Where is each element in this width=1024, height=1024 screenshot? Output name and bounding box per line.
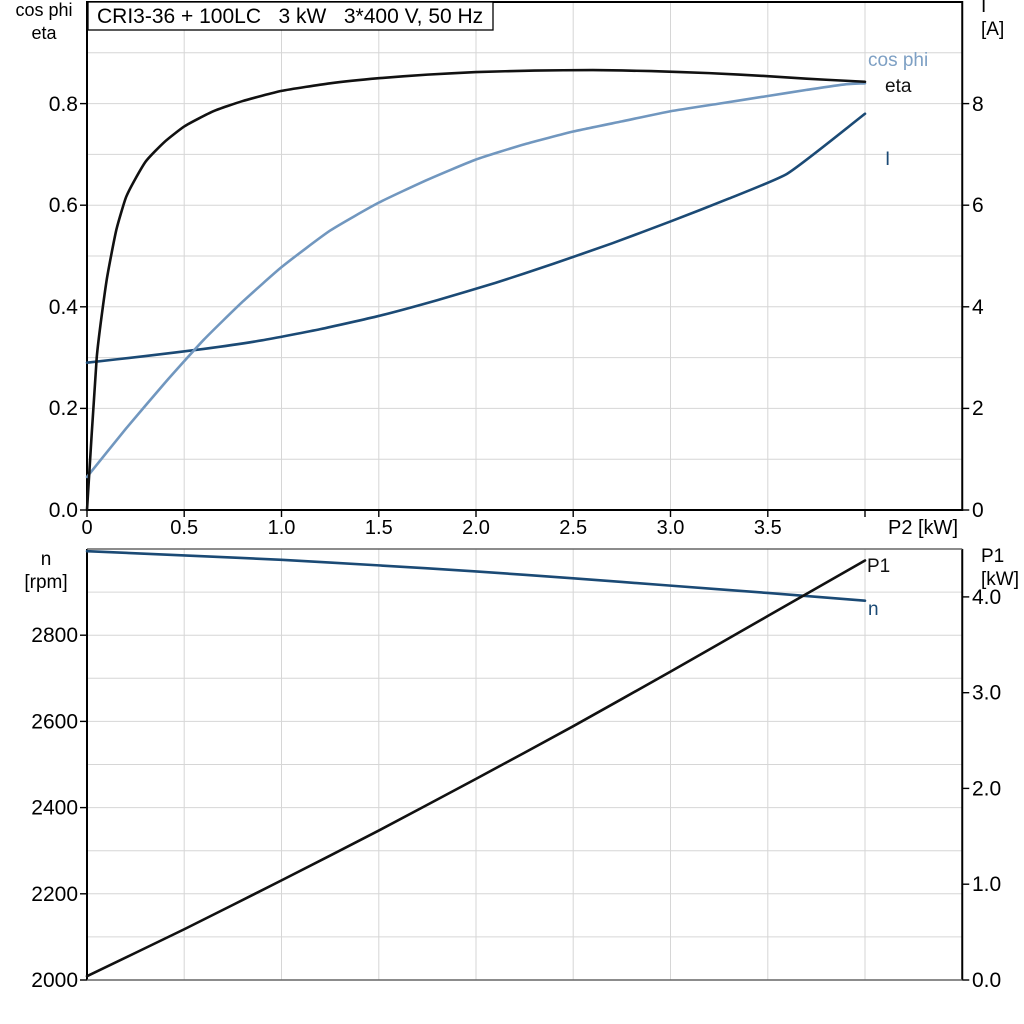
svg-text:0: 0: [81, 517, 92, 539]
svg-text:0.4: 0.4: [49, 296, 79, 319]
svg-text:0: 0: [972, 499, 984, 522]
svg-text:2200: 2200: [31, 883, 78, 906]
svg-text:0.0: 0.0: [972, 969, 1001, 992]
svg-text:I: I: [981, 0, 986, 17]
svg-text:4: 4: [972, 296, 984, 319]
svg-text:2400: 2400: [31, 797, 78, 820]
svg-text:2.0: 2.0: [462, 517, 490, 539]
svg-text:0.6: 0.6: [49, 194, 78, 217]
svg-text:0.0: 0.0: [49, 499, 78, 522]
svg-text:P2 [kW]: P2 [kW]: [888, 517, 958, 539]
svg-text:3.0: 3.0: [657, 517, 685, 539]
svg-text:cos phi: cos phi: [868, 50, 928, 71]
svg-text:2: 2: [972, 397, 984, 420]
svg-text:1.0: 1.0: [972, 873, 1001, 896]
svg-text:3.0: 3.0: [972, 682, 1001, 705]
svg-text:2.5: 2.5: [559, 517, 587, 539]
svg-text:cos phi: cos phi: [15, 0, 72, 20]
svg-text:n: n: [41, 549, 52, 570]
svg-text:2800: 2800: [31, 624, 78, 647]
svg-text:CRI3-36 + 100LC 3 kW 3*400: CRI3-36 + 100LC 3 kW 3*400 V, 50 Hz: [97, 5, 483, 28]
svg-text:8: 8: [972, 93, 984, 116]
svg-text:[kW]: [kW]: [981, 569, 1019, 590]
svg-text:2000: 2000: [31, 969, 78, 992]
svg-text:2600: 2600: [31, 711, 78, 734]
svg-text:I: I: [885, 149, 890, 170]
svg-text:3.5: 3.5: [754, 517, 782, 539]
svg-text:P1: P1: [981, 546, 1004, 567]
svg-text:0.2: 0.2: [49, 397, 78, 420]
svg-text:6: 6: [972, 194, 984, 217]
svg-text:eta: eta: [885, 76, 912, 97]
svg-text:[rpm]: [rpm]: [24, 572, 67, 593]
svg-text:1.0: 1.0: [268, 517, 296, 539]
svg-text:eta: eta: [31, 23, 57, 43]
svg-text:[A]: [A]: [981, 19, 1004, 40]
svg-text:1.5: 1.5: [365, 517, 393, 539]
svg-text:n: n: [868, 599, 879, 620]
svg-text:0.5: 0.5: [170, 517, 198, 539]
svg-text:2.0: 2.0: [972, 777, 1001, 800]
svg-text:P1: P1: [867, 556, 890, 577]
svg-text:0.8: 0.8: [49, 93, 78, 116]
